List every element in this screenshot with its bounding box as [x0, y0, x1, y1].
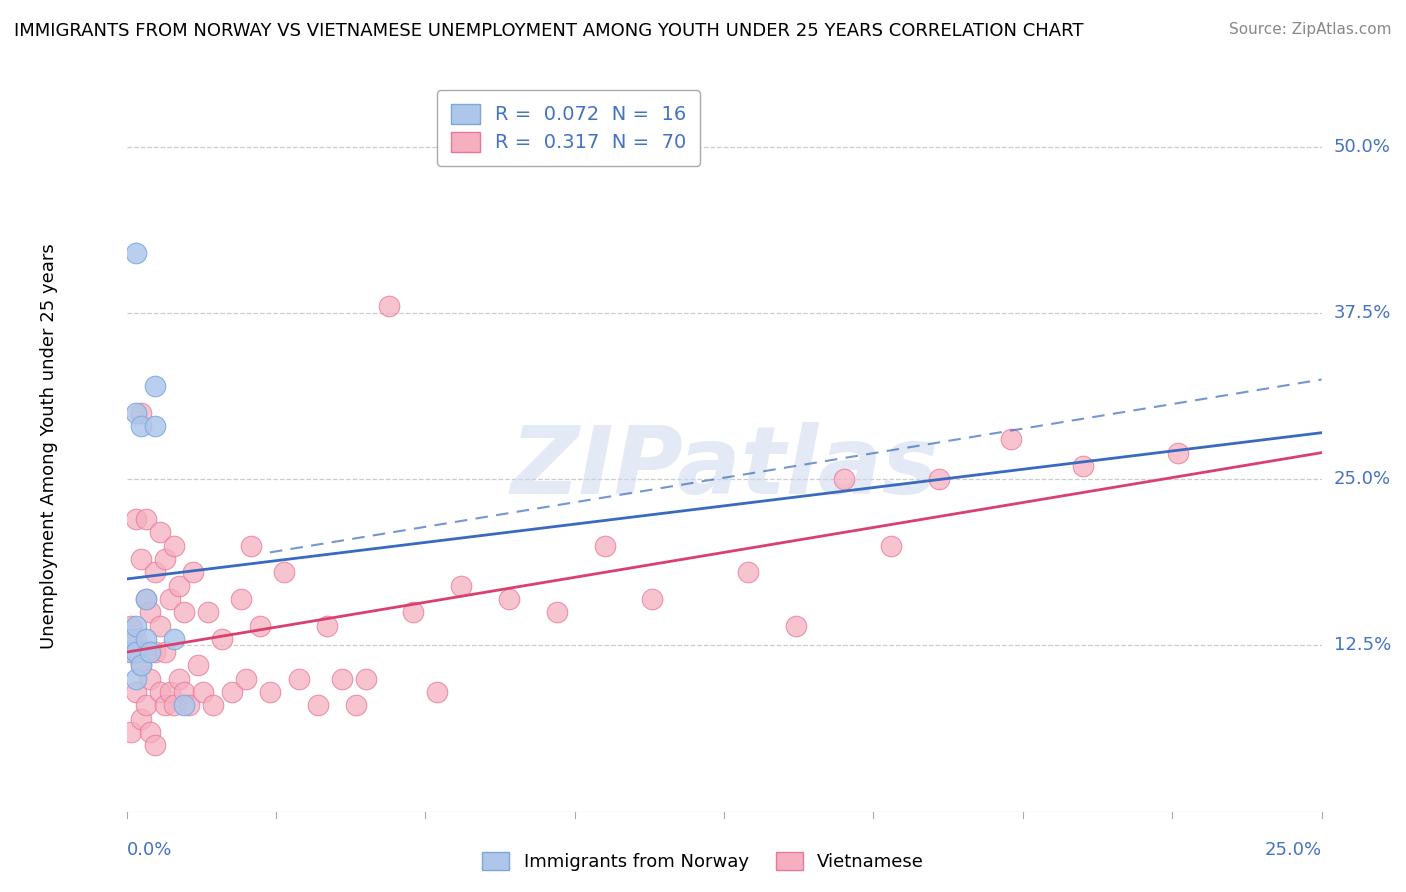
Point — [125, 406, 148, 420]
Point — [239, 539, 262, 553]
Text: Unemployment Among Youth under 25 years: Unemployment Among Youth under 25 years — [39, 244, 58, 648]
Point — [135, 645, 157, 659]
Point — [125, 632, 148, 646]
Point — [120, 645, 142, 659]
Point — [197, 605, 219, 619]
Point — [129, 419, 152, 434]
Point — [183, 566, 205, 580]
Point — [125, 645, 148, 659]
Point — [249, 618, 271, 632]
Point — [785, 618, 807, 632]
Point — [149, 525, 172, 540]
Point — [129, 658, 152, 673]
Point — [143, 645, 166, 659]
Point — [139, 605, 162, 619]
Point — [120, 645, 142, 659]
Point — [737, 566, 759, 580]
Point — [928, 472, 950, 486]
Point — [354, 672, 377, 686]
Point — [125, 618, 148, 632]
Point — [125, 672, 148, 686]
Point — [120, 632, 142, 646]
Point — [231, 591, 253, 606]
Legend: Immigrants from Norway, Vietnamese: Immigrants from Norway, Vietnamese — [475, 845, 931, 879]
Point — [273, 566, 295, 580]
Point — [135, 512, 157, 526]
Point — [402, 605, 425, 619]
Point — [450, 579, 472, 593]
Point — [143, 379, 166, 393]
Point — [187, 658, 209, 673]
Point — [129, 658, 152, 673]
Point — [153, 552, 176, 566]
Point — [153, 698, 176, 713]
Text: 0.0%: 0.0% — [127, 841, 172, 859]
Text: Source: ZipAtlas.com: Source: ZipAtlas.com — [1229, 22, 1392, 37]
Point — [344, 698, 367, 713]
Point — [163, 632, 186, 646]
Point — [287, 672, 309, 686]
Point — [191, 685, 214, 699]
Point — [426, 685, 449, 699]
Point — [120, 725, 142, 739]
Point — [143, 566, 166, 580]
Point — [221, 685, 243, 699]
Point — [129, 712, 152, 726]
Point — [139, 672, 162, 686]
Point — [307, 698, 329, 713]
Point — [201, 698, 224, 713]
Point — [135, 698, 157, 713]
Text: 25.0%: 25.0% — [1264, 841, 1322, 859]
Point — [1000, 433, 1022, 447]
Text: 50.0%: 50.0% — [1333, 137, 1391, 156]
Point — [330, 672, 353, 686]
Point — [378, 299, 401, 313]
Point — [120, 618, 142, 632]
Point — [235, 672, 257, 686]
Point — [149, 685, 172, 699]
Point — [173, 685, 195, 699]
Point — [832, 472, 855, 486]
Text: 25.0%: 25.0% — [1333, 470, 1391, 488]
Point — [135, 591, 157, 606]
Point — [546, 605, 568, 619]
Point — [139, 725, 162, 739]
Point — [125, 685, 148, 699]
Point — [163, 698, 186, 713]
Point — [139, 645, 162, 659]
Point — [167, 672, 190, 686]
Point — [641, 591, 664, 606]
Point — [498, 591, 520, 606]
Point — [159, 685, 181, 699]
Point — [1071, 458, 1094, 473]
Point — [143, 419, 166, 434]
Point — [880, 539, 903, 553]
Point — [159, 591, 181, 606]
Point — [177, 698, 200, 713]
Point — [125, 512, 148, 526]
Point — [163, 539, 186, 553]
Text: ZIPatlas: ZIPatlas — [510, 422, 938, 514]
Legend: R =  0.072  N =  16, R =  0.317  N =  70: R = 0.072 N = 16, R = 0.317 N = 70 — [437, 90, 700, 166]
Point — [1167, 445, 1189, 459]
Point — [143, 738, 166, 752]
Point — [259, 685, 281, 699]
Point — [316, 618, 339, 632]
Point — [129, 552, 152, 566]
Text: 37.5%: 37.5% — [1333, 304, 1391, 322]
Point — [135, 591, 157, 606]
Point — [135, 632, 157, 646]
Point — [153, 645, 176, 659]
Text: 12.5%: 12.5% — [1333, 637, 1391, 655]
Point — [125, 246, 148, 260]
Text: IMMIGRANTS FROM NORWAY VS VIETNAMESE UNEMPLOYMENT AMONG YOUTH UNDER 25 YEARS COR: IMMIGRANTS FROM NORWAY VS VIETNAMESE UNE… — [14, 22, 1084, 40]
Point — [149, 618, 172, 632]
Point — [173, 698, 195, 713]
Point — [211, 632, 233, 646]
Point — [167, 579, 190, 593]
Point — [173, 605, 195, 619]
Point — [129, 406, 152, 420]
Point — [593, 539, 616, 553]
